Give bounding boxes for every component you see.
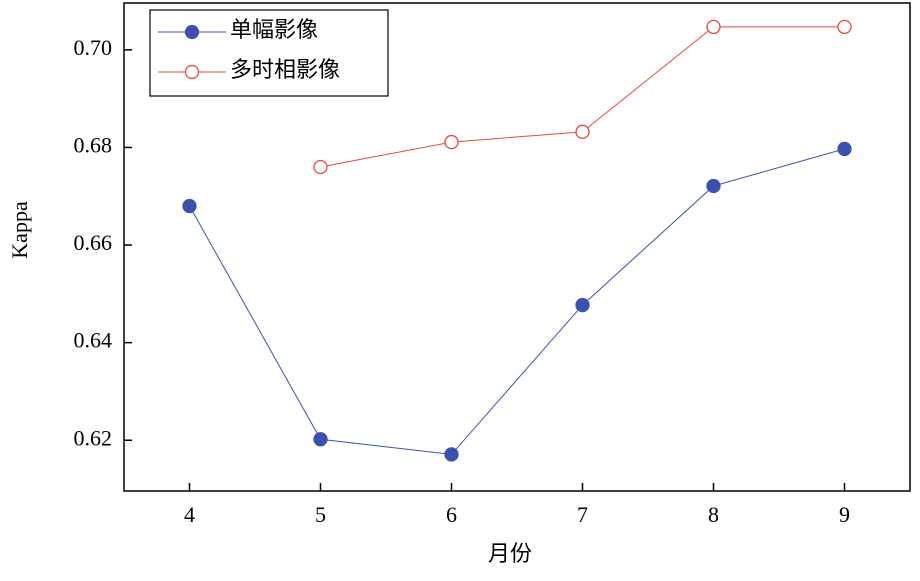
x-tick-label: 7 (577, 502, 588, 527)
legend-box (149, 9, 389, 97)
data-point (575, 297, 590, 313)
y-tick-label: 0.64 (74, 328, 113, 353)
data-point (313, 159, 328, 175)
data-point (706, 178, 721, 194)
x-axis-label: 月份 (488, 541, 532, 566)
y-tick-label: 0.62 (74, 425, 113, 450)
legend-label: 单幅影像 (230, 17, 318, 42)
series-line (189, 148, 845, 455)
data-point (706, 19, 721, 35)
y-tick-label: 0.68 (74, 132, 113, 157)
data-point (837, 141, 852, 157)
data-point (575, 124, 590, 139)
plot-frame (123, 2, 911, 492)
legend-marker (184, 64, 200, 80)
data-point (444, 447, 459, 462)
y-tick-label: 0.70 (74, 35, 113, 60)
data-point (837, 19, 852, 35)
data-point (444, 134, 459, 150)
series-line (320, 26, 845, 168)
x-tick-label: 9 (839, 502, 850, 527)
y-axis-label: Kappa (7, 201, 32, 259)
data-point (182, 198, 197, 214)
y-tick-label: 0.66 (74, 230, 113, 255)
data-point (313, 432, 328, 447)
legend-label: 多时相影像 (230, 57, 340, 82)
x-tick-label: 4 (184, 502, 195, 527)
x-tick-label: 8 (708, 502, 719, 527)
x-tick-label: 5 (315, 502, 326, 527)
legend-marker (184, 24, 200, 40)
x-tick-label: 6 (446, 502, 457, 527)
